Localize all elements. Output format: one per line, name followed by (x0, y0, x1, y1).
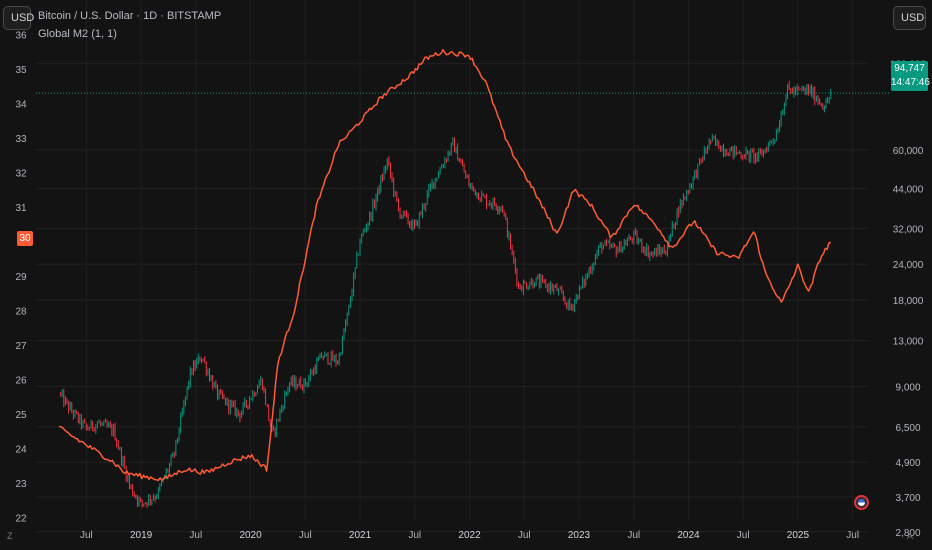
us-flag-icon[interactable] (854, 495, 869, 510)
time-tick-label: Jul (408, 530, 421, 541)
right-tick-label: 4,900 (895, 458, 920, 469)
right-tick-label: 9,000 (895, 382, 920, 393)
auto-scale-button[interactable]: A (907, 531, 914, 541)
time-tick-label: Jul (299, 530, 312, 541)
time-tick-label: Jul (737, 530, 750, 541)
symbol-legend[interactable]: Bitcoin / U.S. Dollar · 1D · BITSTAMP (38, 10, 222, 22)
left-tick-label: 32 (15, 169, 27, 180)
time-tick-label: Jul (518, 530, 531, 541)
time-tick-label: 2021 (349, 530, 372, 541)
left-tick-label: 24 (15, 445, 27, 456)
timezone-button[interactable]: Z (7, 531, 13, 541)
right-tick-label: 3,700 (895, 493, 920, 504)
right-tick-label: 24,000 (893, 260, 924, 271)
time-tick-label: 2025 (787, 530, 810, 541)
left-tick-label: 23 (15, 479, 27, 490)
time-tick-label: 2019 (130, 530, 153, 541)
global-m2-series (58, 48, 832, 482)
time-tick-label: 2020 (239, 530, 262, 541)
current-price-tag: 94,747 14:47:46 (891, 61, 930, 91)
left-tick-label: 27 (15, 341, 27, 352)
grid-lines (36, 0, 868, 533)
btc-price-series (60, 81, 832, 508)
left-tick-label: 28 (15, 307, 27, 318)
left-tick-label: 22 (15, 514, 27, 525)
time-axis[interactable]: Jul 2019 Jul 2020 Jul 2021 Jul 2022 Jul 2023 Jul 20… (80, 530, 859, 541)
time-tick-label: Jul (627, 530, 640, 541)
m2-value-tag: 30 (17, 231, 33, 246)
left-tick-label: 36 (15, 31, 27, 42)
left-tick-label: 26 (15, 376, 27, 387)
right-tick-label: 44,000 (893, 185, 924, 196)
time-tick-label: Jul (846, 530, 859, 541)
left-tick-label: 33 (15, 134, 27, 145)
time-tick-label: 2023 (568, 530, 591, 541)
right-tick-label: 13,000 (893, 337, 924, 348)
time-tick-label: Jul (80, 530, 93, 541)
global-m2-line (58, 48, 832, 482)
time-tick-label: 2022 (458, 530, 481, 541)
left-tick-label: 35 (15, 65, 27, 76)
time-tick-label: Jul (189, 530, 202, 541)
current-price-value: 94,747 (894, 63, 925, 74)
indicator-legend[interactable]: Global M2 (1, 1) (38, 28, 117, 40)
left-tick-label: 25 (15, 410, 27, 421)
bar-countdown: 14:47:46 (891, 77, 930, 88)
left-price-axis[interactable]: 36 35 34 33 32 31 29 28 27 26 25 24 23 22 (15, 31, 27, 525)
left-tick-label: 31 (15, 203, 27, 214)
time-tick-label: 2024 (677, 530, 700, 541)
left-tick-label: 29 (15, 272, 27, 283)
currency-button-left[interactable]: USD (3, 6, 34, 30)
right-tick-label: 32,000 (893, 224, 924, 235)
right-tick-label: 60,000 (893, 146, 924, 157)
currency-button-right[interactable]: USD (893, 6, 926, 30)
right-tick-label: 18,000 (893, 296, 924, 307)
right-tick-label: 6,500 (895, 423, 920, 434)
right-tick-label: 2,800 (895, 528, 920, 539)
left-tick-label: 34 (15, 100, 27, 111)
